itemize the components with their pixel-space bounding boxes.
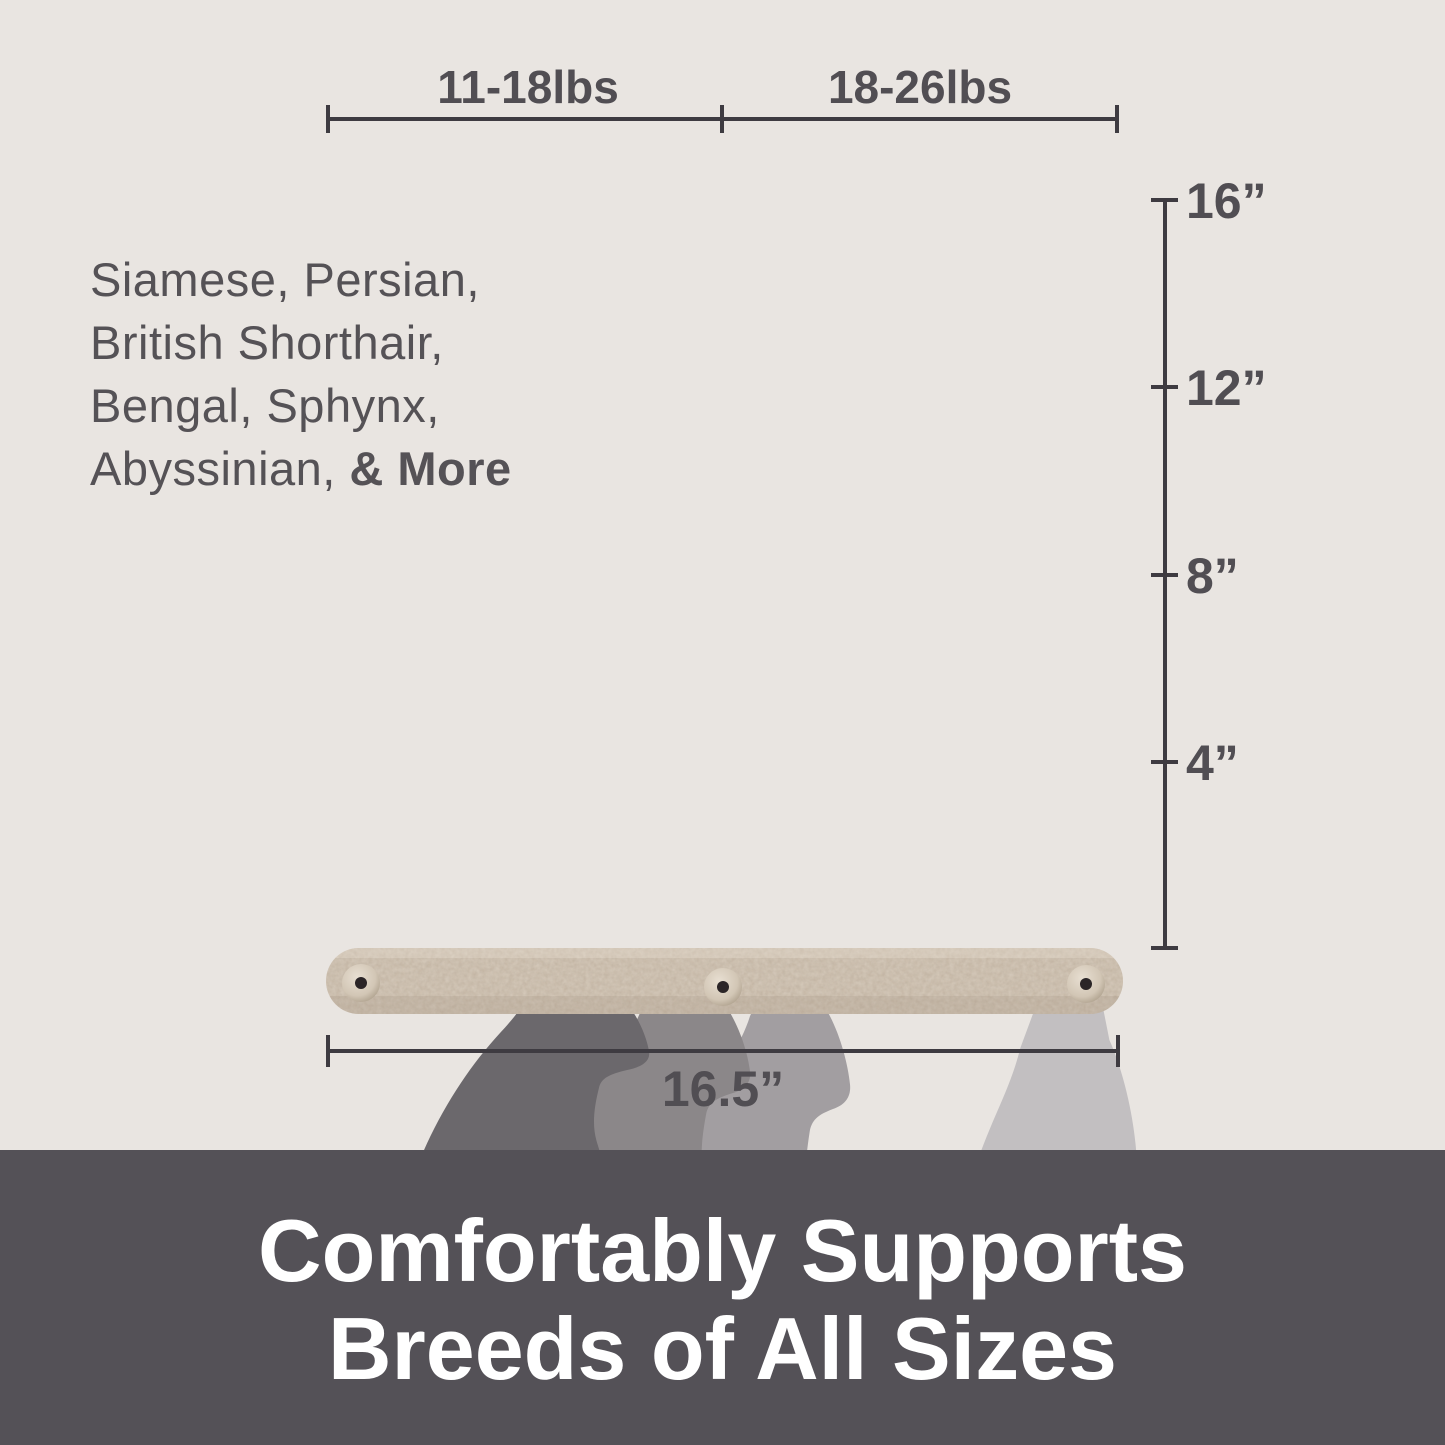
ruler-tick xyxy=(326,1035,330,1067)
weight-range-label-small: 11-18lbs xyxy=(437,61,619,113)
screw xyxy=(342,964,380,1002)
ruler-tick xyxy=(1151,573,1178,577)
breed-list-emphasis: & More xyxy=(349,442,512,495)
ruler-tick xyxy=(1151,946,1178,950)
height-label-12: 12” xyxy=(1186,360,1267,416)
ruler-tick xyxy=(1115,105,1119,133)
ruler-tick xyxy=(1151,760,1178,764)
height-label-4: 4” xyxy=(1186,735,1239,791)
banner-title-line: Breeds of All Sizes xyxy=(328,1298,1117,1398)
screw xyxy=(1067,965,1105,1003)
ruler-tick xyxy=(1116,1035,1120,1067)
shelf-width-label: 16.5” xyxy=(661,1061,785,1117)
ruler-tick xyxy=(326,105,330,133)
bottom-banner: Comfortably Supports Breeds of All Sizes xyxy=(0,1150,1445,1445)
breed-list-line: Siamese, Persian, xyxy=(90,253,480,306)
breed-list-line: Bengal, Sphynx, xyxy=(90,379,440,432)
ruler-tick xyxy=(720,105,724,133)
ruler-tick xyxy=(1151,385,1178,389)
weight-range-label-large: 18-26lbs xyxy=(827,61,1013,113)
height-label-16: 16” xyxy=(1186,173,1267,229)
screw xyxy=(704,968,742,1006)
breed-list: Siamese, Persian, British Shorthair, Ben… xyxy=(90,248,512,500)
banner-title-line: Comfortably Supports xyxy=(258,1200,1187,1300)
ruler-line xyxy=(328,1049,1118,1053)
wall-shelf xyxy=(326,948,1123,1014)
height-label-8: 8” xyxy=(1186,548,1239,604)
ruler-tick xyxy=(1151,198,1178,202)
breed-list-line: Abyssinian, & More xyxy=(90,442,512,495)
breed-list-line: British Shorthair, xyxy=(90,316,444,369)
